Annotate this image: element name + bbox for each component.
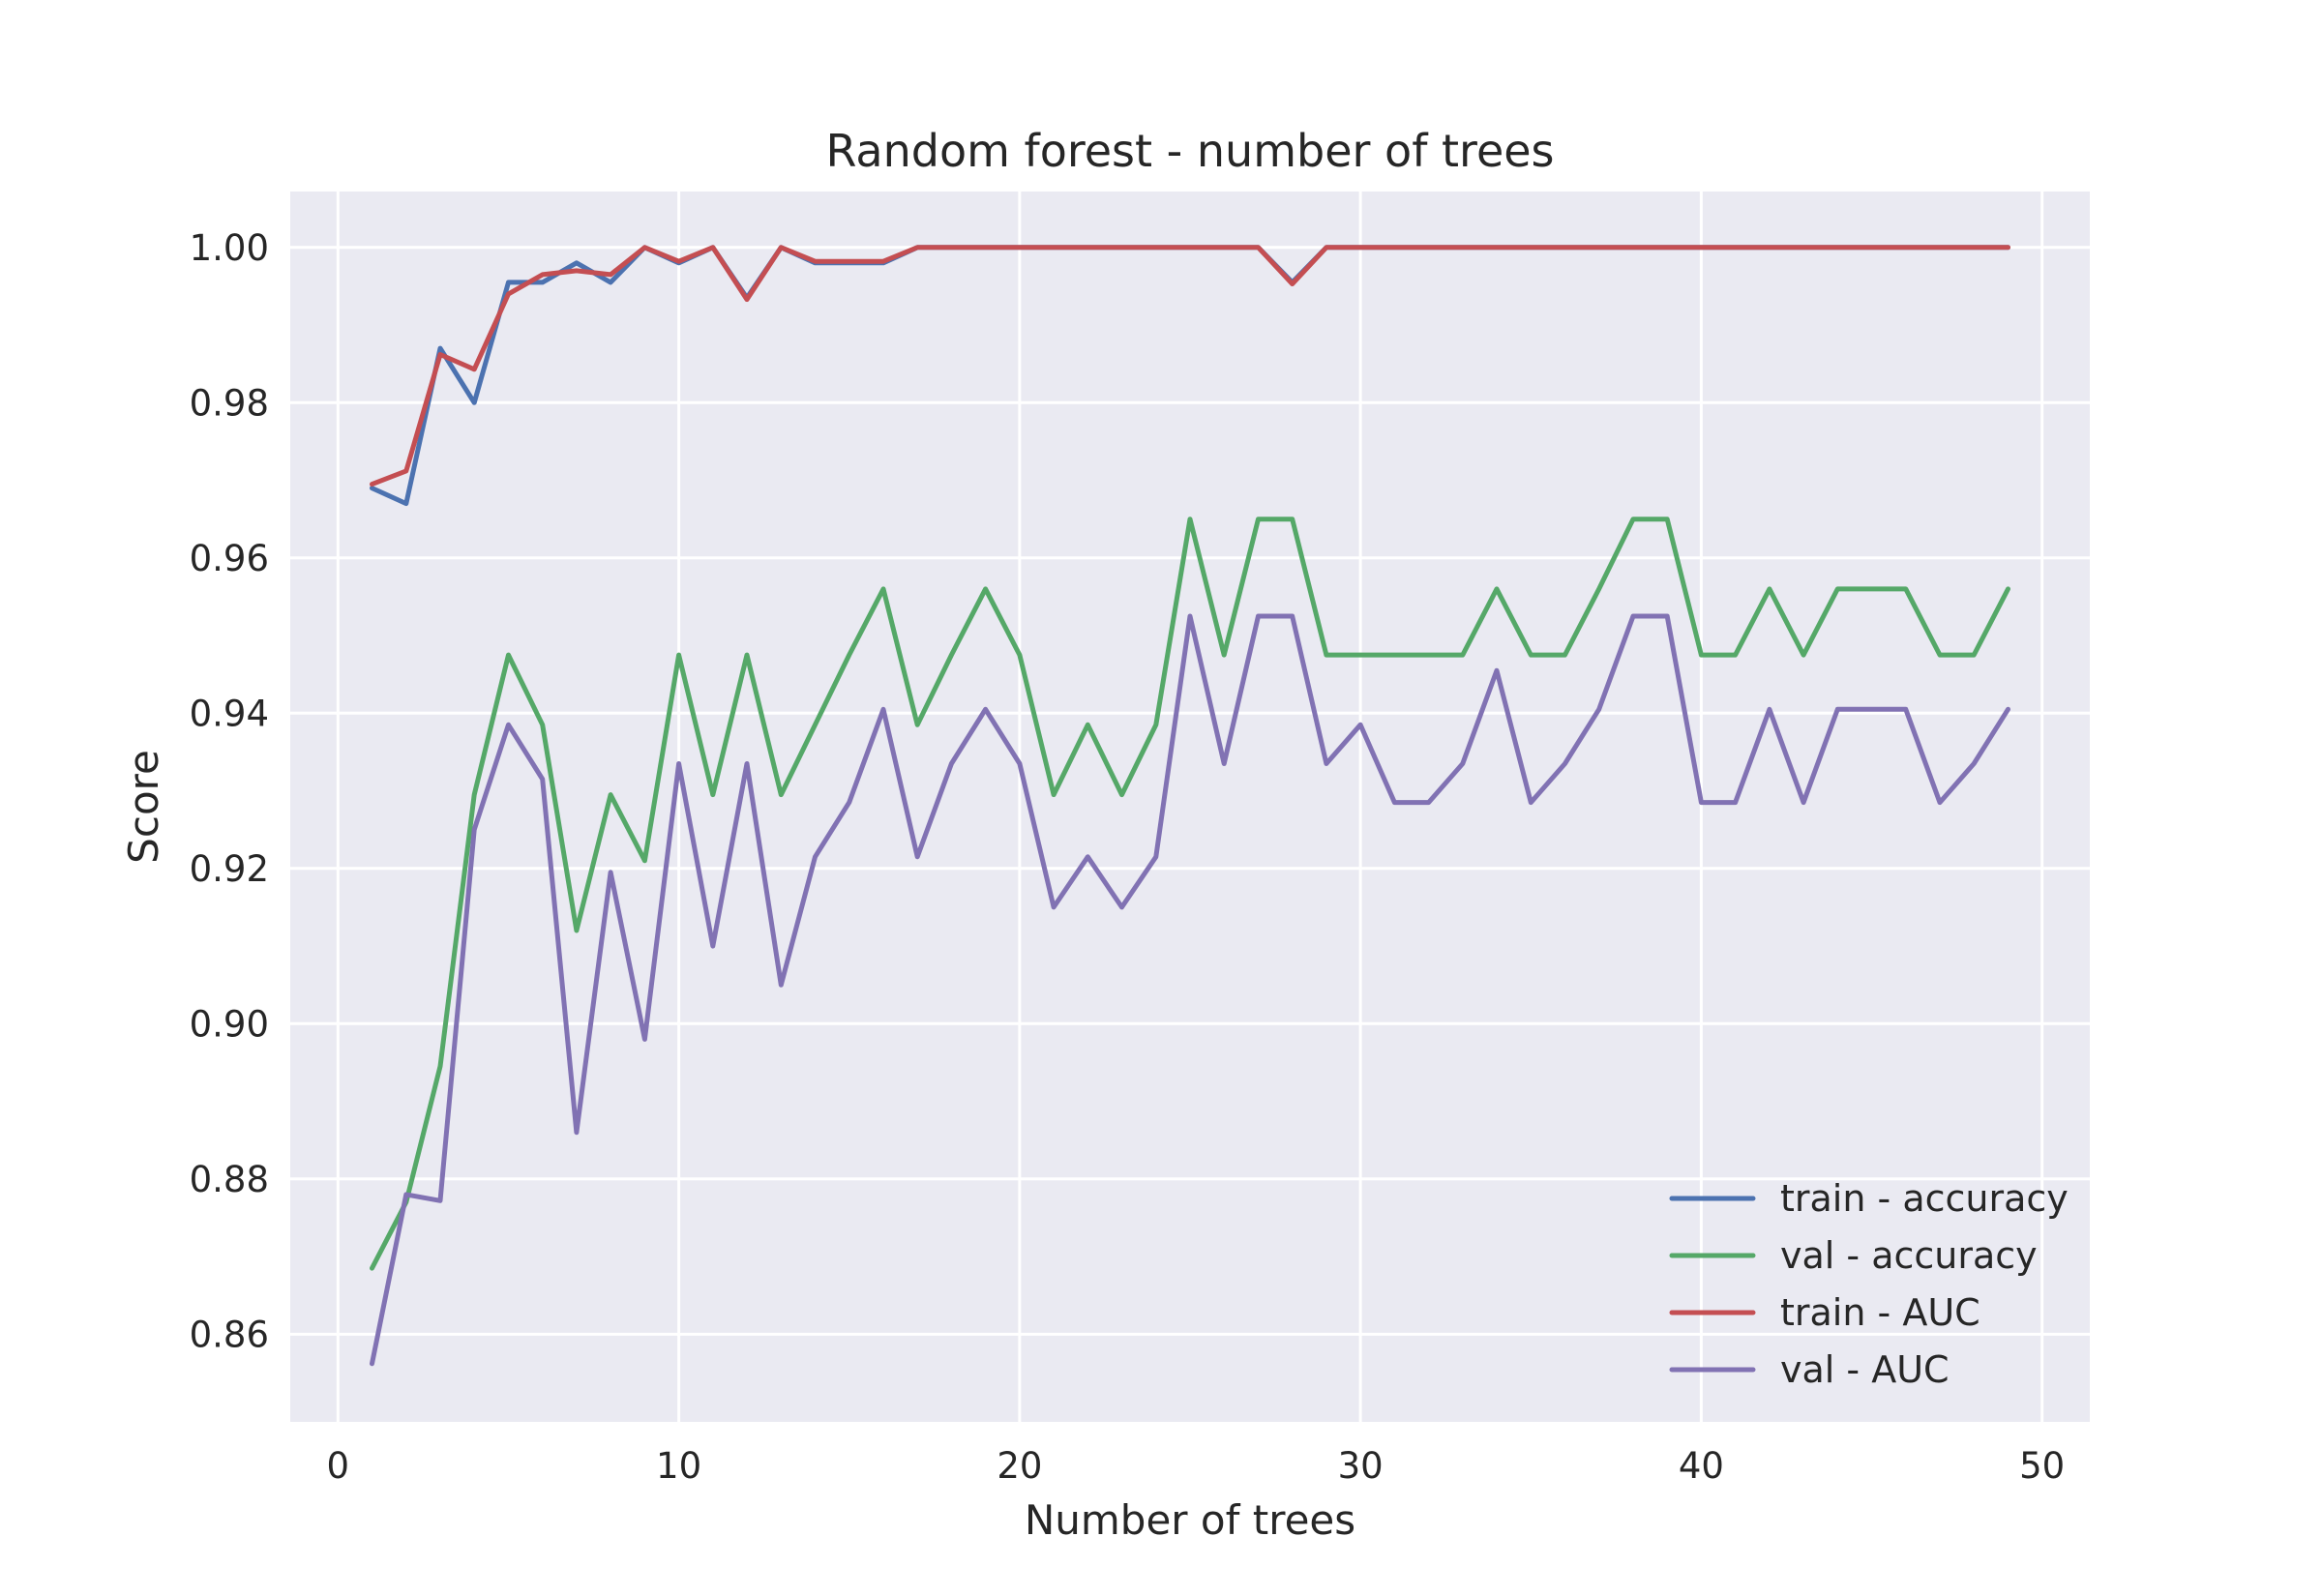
grid	[290, 192, 2090, 1422]
y-axis-label: Score	[120, 750, 167, 864]
x-tick-labels: 0 10 20 30 40 50	[327, 1445, 2066, 1487]
y-tick-label: 1.00	[190, 227, 269, 269]
y-tick-label: 0.86	[190, 1314, 269, 1355]
series-line	[370, 613, 2010, 1367]
x-tick-label: 10	[656, 1445, 701, 1487]
x-axis-label: Number of trees	[1025, 1496, 1355, 1544]
y-tick-label: 0.88	[190, 1159, 269, 1200]
series-line	[370, 517, 2010, 1271]
x-tick-label: 30	[1338, 1445, 1384, 1487]
legend-label: train - accuracy	[1780, 1177, 2069, 1220]
legend-label: train - AUC	[1780, 1291, 1980, 1334]
chart-title: Random forest - number of trees	[825, 125, 1554, 177]
x-tick-label: 40	[1679, 1445, 1724, 1487]
y-tick-label: 0.92	[190, 848, 269, 890]
plot-area	[290, 192, 2090, 1422]
x-tick-label: 0	[327, 1445, 350, 1487]
series-lines	[370, 245, 2010, 1367]
x-tick-label: 50	[2019, 1445, 2065, 1487]
y-tick-label: 0.98	[190, 382, 269, 424]
y-tick-label: 0.90	[190, 1003, 269, 1045]
legend: train - accuracy val - accuracy train - AU…	[1669, 1177, 2069, 1391]
y-tick-labels: 0.86 0.88 0.90 0.92 0.94 0.96 0.98 1.00	[190, 227, 269, 1356]
legend-label: val - AUC	[1780, 1348, 1950, 1391]
y-tick-label: 0.94	[190, 693, 269, 734]
y-tick-label: 0.96	[190, 538, 269, 579]
legend-label: val - accuracy	[1780, 1234, 2038, 1277]
x-tick-label: 20	[997, 1445, 1042, 1487]
series-line	[370, 245, 2010, 488]
